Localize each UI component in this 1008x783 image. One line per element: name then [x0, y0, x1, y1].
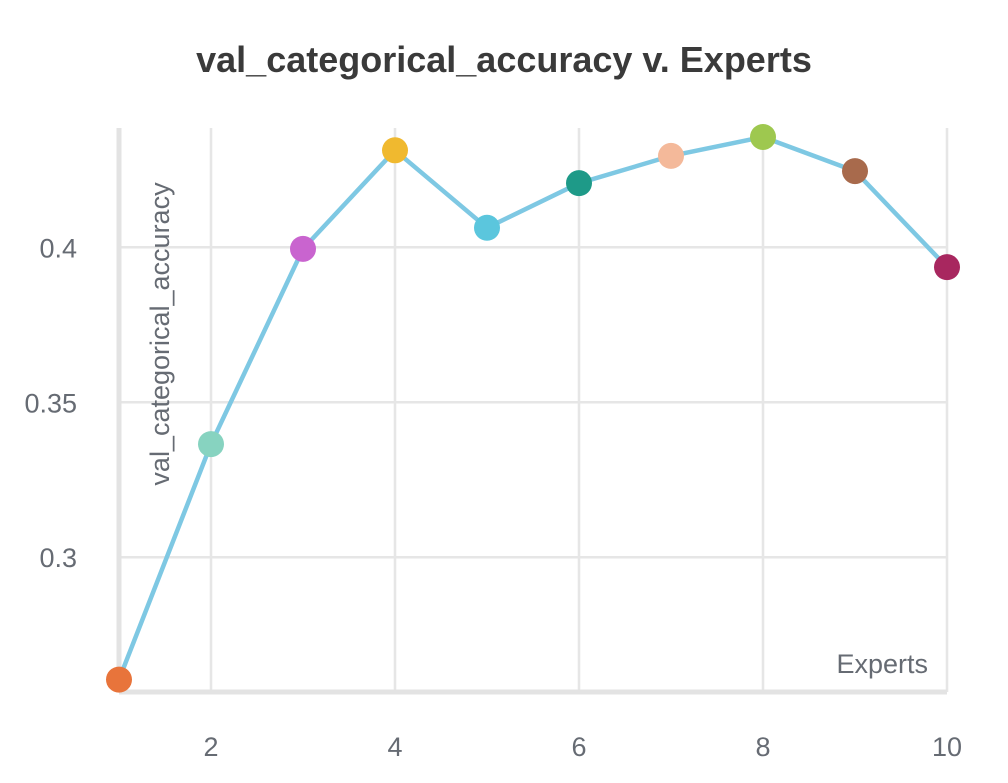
data-point: [198, 431, 224, 458]
series-line: [116, 134, 949, 681]
x-tick-label: 6: [571, 732, 586, 762]
data-point: [750, 123, 776, 150]
y-tick-label: 0.35: [24, 388, 77, 418]
y-tick-label: 0.4: [39, 233, 77, 263]
point-layer: [106, 123, 960, 693]
data-point: [290, 235, 316, 262]
y-axis-label: val_categorical_accuracy: [145, 182, 175, 486]
data-point: [106, 666, 132, 693]
data-point: [474, 214, 500, 241]
x-tick-label: 2: [203, 732, 218, 762]
x-tick-label: 10: [932, 732, 962, 762]
x-axis-label: Experts: [836, 649, 928, 679]
data-point: [382, 137, 408, 164]
data-point: [934, 254, 960, 281]
tick-layer: 2 4 6 8 10 0.3 0.35 0.4: [24, 233, 962, 762]
data-point: [566, 170, 592, 197]
chart-title: val_categorical_accuracy v. Experts: [196, 39, 812, 80]
x-tick-label: 4: [387, 732, 402, 762]
grid-layer: [119, 128, 949, 692]
data-point: [842, 158, 868, 185]
axis-layer: [116, 128, 947, 695]
y-tick-label: 0.3: [39, 543, 77, 573]
x-tick-label: 8: [755, 732, 770, 762]
data-point: [658, 142, 684, 169]
